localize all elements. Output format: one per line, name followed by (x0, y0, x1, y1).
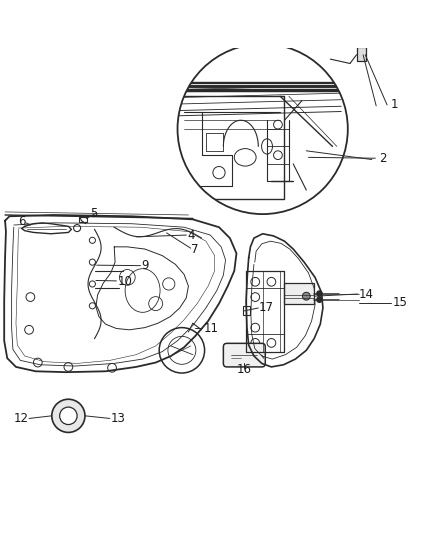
Text: 12: 12 (13, 412, 28, 425)
Text: 7: 7 (191, 243, 199, 255)
Text: 16: 16 (237, 363, 252, 376)
Text: 10: 10 (117, 275, 132, 288)
Text: 2: 2 (379, 152, 386, 165)
Text: 15: 15 (392, 296, 407, 309)
Circle shape (317, 291, 322, 296)
Circle shape (317, 297, 322, 302)
Text: 6: 6 (18, 215, 25, 229)
Bar (357, 47, 366, 61)
Text: 9: 9 (141, 259, 149, 272)
Text: 4: 4 (187, 229, 195, 241)
Text: 5: 5 (90, 207, 98, 220)
FancyBboxPatch shape (223, 343, 265, 367)
Circle shape (60, 407, 77, 425)
Circle shape (302, 292, 310, 300)
Bar (244, 306, 251, 316)
Text: 13: 13 (111, 412, 126, 425)
Text: 11: 11 (203, 322, 218, 335)
Text: 1: 1 (391, 98, 398, 110)
Text: 17: 17 (259, 301, 274, 313)
Bar (285, 282, 314, 304)
Bar (79, 217, 87, 222)
Circle shape (52, 399, 85, 432)
Text: 14: 14 (359, 287, 374, 301)
